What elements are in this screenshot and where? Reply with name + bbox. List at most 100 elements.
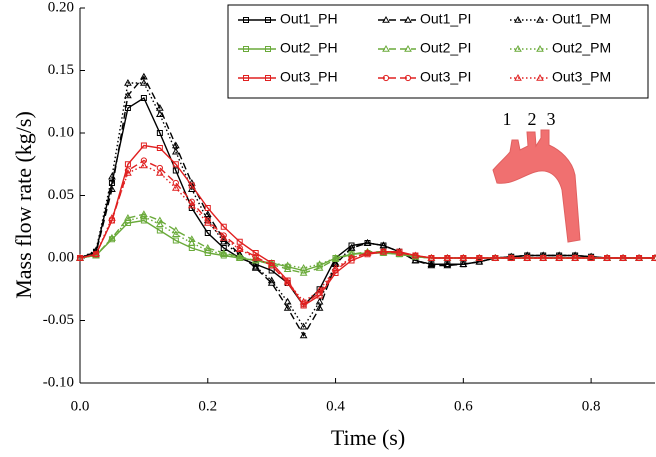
marker — [124, 105, 131, 111]
marker — [124, 216, 132, 224]
marker — [475, 257, 484, 265]
x-tick-label: 0.4 — [326, 398, 345, 414]
annotation: 1 — [503, 109, 512, 129]
marker — [187, 201, 196, 209]
marker — [187, 238, 196, 246]
marker — [299, 297, 308, 305]
marker — [315, 260, 324, 267]
marker — [443, 253, 452, 261]
marker — [156, 227, 163, 234]
marker — [124, 167, 132, 174]
marker — [539, 253, 548, 261]
marker — [459, 260, 468, 267]
legend-marker — [536, 15, 544, 23]
marker — [523, 253, 532, 261]
marker — [236, 238, 243, 245]
marker — [220, 223, 227, 230]
marker — [219, 248, 228, 256]
legend-marker — [382, 15, 390, 23]
marker — [235, 252, 244, 260]
marker — [124, 213, 132, 221]
marker — [92, 250, 100, 257]
marker — [635, 253, 643, 261]
x-axis-label: Time (s) — [331, 425, 405, 450]
y-tick-label: 0.20 — [48, 0, 74, 15]
legend-marker — [404, 44, 412, 52]
legend-marker — [514, 44, 522, 52]
legend-box — [227, 4, 649, 99]
marker — [315, 297, 324, 305]
legend-marker — [382, 44, 390, 52]
marker — [283, 277, 292, 285]
legend-label: Out1_PM — [552, 11, 611, 27]
marker — [140, 142, 147, 149]
legend-label: Out3_PM — [552, 69, 611, 85]
legend-marker — [243, 17, 249, 23]
marker — [171, 183, 180, 191]
marker — [235, 245, 244, 252]
legend-marker — [243, 75, 249, 81]
marker — [155, 216, 164, 224]
marker — [555, 253, 564, 261]
marker — [108, 172, 116, 180]
marker — [235, 253, 244, 261]
marker — [459, 253, 468, 261]
marker — [204, 230, 211, 236]
marker — [219, 250, 228, 257]
legend-label: Out1_PI — [420, 11, 471, 27]
marker — [140, 72, 148, 80]
marker — [283, 303, 292, 311]
marker — [475, 253, 484, 261]
legend-marker — [243, 46, 249, 52]
y-axis-label: Mass flow rate (kg/s) — [11, 111, 36, 299]
marker — [427, 260, 436, 267]
marker — [171, 141, 180, 149]
series-line — [79, 216, 655, 269]
annotation: 3 — [547, 109, 556, 129]
marker — [331, 253, 340, 261]
marker — [251, 253, 260, 261]
series-line — [79, 164, 655, 303]
marker — [363, 238, 372, 246]
legend-marker — [536, 73, 544, 81]
marker — [203, 210, 212, 217]
marker — [507, 253, 516, 261]
y-tick-label: 0.00 — [48, 249, 74, 265]
series-line — [79, 82, 655, 329]
marker — [443, 261, 452, 269]
marker — [299, 268, 308, 276]
marker — [651, 253, 656, 261]
marker — [156, 145, 163, 151]
legend-marker — [265, 17, 271, 23]
marker — [219, 237, 228, 245]
legend-marker — [514, 15, 522, 23]
y-tick-label: 0.05 — [48, 187, 74, 203]
legend-marker — [404, 74, 412, 82]
marker — [187, 235, 196, 242]
marker — [220, 232, 227, 239]
marker — [140, 212, 148, 220]
marker — [411, 256, 420, 264]
y-tick-label: -0.10 — [43, 374, 74, 390]
y-tick-label: 0.10 — [48, 124, 74, 140]
marker — [571, 253, 580, 261]
marker — [172, 237, 179, 244]
legend-label: Out3_PI — [420, 69, 471, 85]
marker — [156, 130, 163, 136]
marker — [140, 78, 148, 86]
marker — [155, 103, 164, 111]
marker — [283, 261, 292, 269]
legend-marker — [514, 73, 522, 81]
marker — [331, 255, 340, 262]
marker — [252, 261, 259, 268]
marker — [203, 246, 212, 254]
marker — [140, 217, 147, 224]
aorta-illustration — [492, 129, 581, 243]
marker — [124, 78, 132, 86]
marker — [315, 286, 324, 294]
marker — [108, 185, 116, 192]
legend-marker — [536, 44, 544, 52]
marker — [331, 260, 340, 267]
marker — [124, 161, 131, 168]
